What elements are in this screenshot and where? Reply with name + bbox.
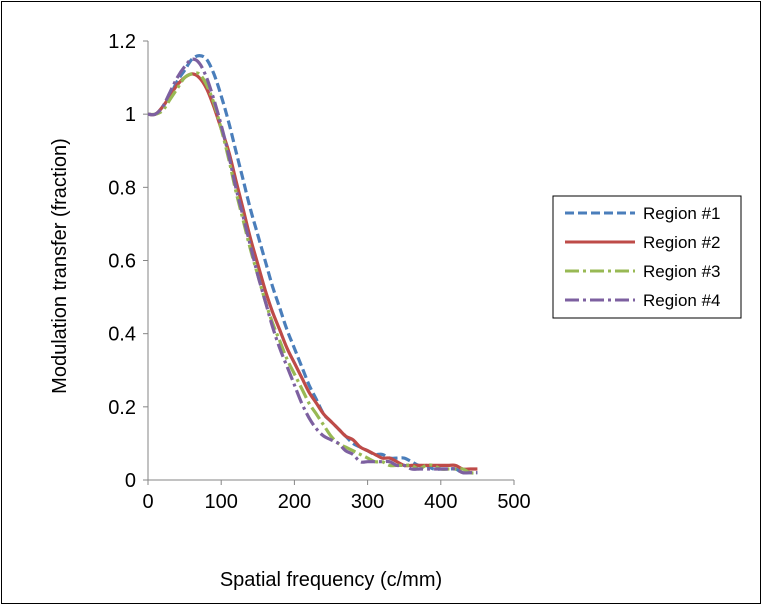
y-tick-label: 0.2 [108,397,136,419]
x-tick-label: 100 [205,491,238,513]
y-tick-label: 0.4 [108,324,136,346]
y-tick-label: 0.6 [108,251,136,273]
x-tick-label: 300 [351,491,384,513]
x-tick-label: 200 [278,491,311,513]
axes: 0 0.2 0.4 0.6 0.8 1 1.2 0 100 200 300 400 500 [108,31,531,513]
y-axis-title: Modulation transfer (fraction) [49,138,71,394]
series-line-region-4 [147,57,478,475]
series-line-region-1 [147,54,478,475]
legend-box [552,195,742,319]
legend-label-region-1: Region #1 [643,204,721,223]
legend-label-region-3: Region #3 [643,262,721,281]
legend-label-region-4: Region #4 [643,291,721,310]
series-line-region-3 [147,71,478,475]
x-axis-title: Spatial frequency (c/mm) [220,569,442,591]
x-tick-label: 500 [497,491,530,513]
y-tick-label: 0.8 [108,177,136,199]
legend: Region #1 Region #2 Region #3 Region #4 [552,195,742,319]
y-tick-label: 1.2 [108,31,136,53]
plot-lines [147,54,478,475]
x-tick-label: 400 [424,491,457,513]
y-tick-label: 0 [125,470,136,492]
y-tick-label: 1 [125,104,136,126]
series-line-region-2 [147,72,478,471]
x-tick-label: 0 [142,491,153,513]
legend-label-region-2: Region #2 [643,233,721,252]
